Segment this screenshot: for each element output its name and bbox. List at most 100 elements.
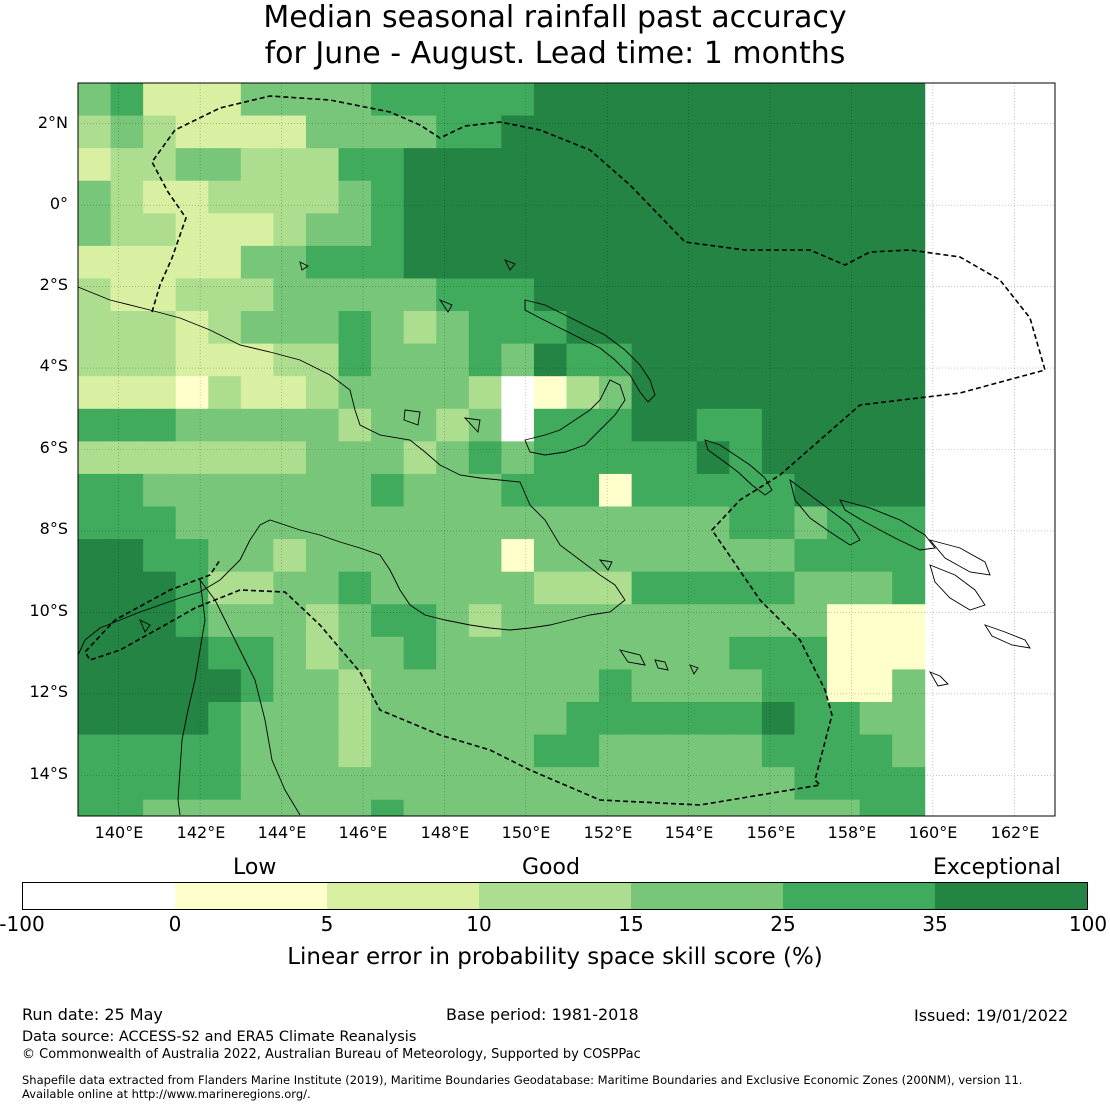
skill-cell xyxy=(761,701,795,736)
skill-cell xyxy=(110,408,144,442)
skill-cell xyxy=(208,571,242,605)
lon-tick-0: 140°E xyxy=(94,823,144,842)
skill-cell xyxy=(729,278,763,312)
skill-cell xyxy=(175,799,209,817)
skill-cell xyxy=(273,213,307,247)
skill-cell xyxy=(859,376,893,410)
skill-cell xyxy=(110,376,144,410)
skill-cell xyxy=(371,245,405,279)
skill-cell xyxy=(338,213,372,247)
skill-cell xyxy=(208,115,242,149)
skill-cell xyxy=(599,473,633,508)
skill-cell xyxy=(273,571,307,605)
new-ireland-coastline xyxy=(524,299,656,403)
skill-cell xyxy=(305,669,340,703)
skill-cell xyxy=(827,180,861,214)
skill-cell xyxy=(794,701,828,736)
skill-cell xyxy=(501,278,535,312)
skill-cell xyxy=(305,636,340,670)
skill-cell xyxy=(533,604,567,638)
skill-cell xyxy=(143,539,177,573)
skill-cell xyxy=(892,636,926,670)
skill-cell xyxy=(143,213,177,247)
skill-cell xyxy=(859,278,893,312)
skill-cell xyxy=(599,669,633,703)
skill-cell xyxy=(664,115,698,149)
skill-cell xyxy=(566,408,600,442)
skill-cell xyxy=(761,376,795,410)
skill-cell xyxy=(305,278,340,312)
skill-cell xyxy=(468,799,502,817)
skill-cell xyxy=(599,376,633,410)
skill-cell xyxy=(599,441,633,475)
skill-cell xyxy=(599,539,633,573)
skill-cell xyxy=(403,701,437,736)
skill-cell xyxy=(305,473,340,508)
skill-cell xyxy=(859,539,893,573)
skill-cell xyxy=(664,539,698,573)
skill-cell xyxy=(631,539,665,573)
skill-cell xyxy=(729,604,763,638)
skill-cell xyxy=(794,180,828,214)
skill-cell xyxy=(729,767,763,801)
cb-tick-1: 0 xyxy=(168,912,182,936)
skill-cell xyxy=(78,473,112,508)
skill-cell xyxy=(729,571,763,605)
skill-cell xyxy=(664,734,698,768)
skill-cell xyxy=(664,669,698,703)
skill-cell xyxy=(501,408,535,442)
skill-cell xyxy=(533,311,567,345)
skill-cell xyxy=(110,245,144,279)
skill-cell xyxy=(338,734,372,768)
skill-cell xyxy=(338,571,372,605)
skill-cell xyxy=(566,799,600,817)
skill-cell xyxy=(403,506,437,540)
skill-cell xyxy=(566,506,600,540)
skill-cell xyxy=(403,604,437,638)
skill-cell xyxy=(859,115,893,149)
skill-cell xyxy=(696,669,730,703)
skill-cell xyxy=(696,115,730,149)
legend-category-exceptional: Exceptional xyxy=(933,855,1061,880)
skill-cell xyxy=(436,571,470,605)
skill-cell xyxy=(78,376,112,410)
skill-cell xyxy=(729,636,763,670)
skill-cell xyxy=(599,115,633,149)
skill-cell xyxy=(305,734,340,768)
skill-cell xyxy=(794,115,828,149)
skill-cell xyxy=(566,213,600,247)
skill-cell xyxy=(664,343,698,377)
skill-cell xyxy=(436,213,470,247)
skill-cell xyxy=(175,376,209,410)
skill-cell xyxy=(631,669,665,703)
skill-cell xyxy=(729,408,763,442)
skill-cell xyxy=(859,799,893,817)
skill-cell xyxy=(175,115,209,149)
skill-cell xyxy=(403,669,437,703)
skill-cell xyxy=(631,571,665,605)
skill-cell xyxy=(664,571,698,605)
skill-cell xyxy=(533,343,567,377)
skill-cell xyxy=(436,799,470,817)
skill-cell xyxy=(403,213,437,247)
skill-cell xyxy=(794,604,828,638)
skill-cell xyxy=(696,571,730,605)
skill-cell xyxy=(501,734,535,768)
skill-cell xyxy=(533,506,567,540)
skill-cell xyxy=(761,180,795,214)
skill-cell xyxy=(892,669,926,703)
skill-cell xyxy=(273,115,307,149)
skill-cell xyxy=(892,734,926,768)
skill-cell xyxy=(664,245,698,279)
colorbar xyxy=(22,882,1088,910)
skill-cell xyxy=(143,734,177,768)
skill-cell xyxy=(501,245,535,279)
skill-cell xyxy=(827,636,861,670)
skill-cell xyxy=(794,376,828,410)
skill-cell xyxy=(240,213,274,247)
skill-cell xyxy=(110,701,144,736)
cb-tick-3: 10 xyxy=(466,912,492,936)
skill-cell xyxy=(599,701,633,736)
skill-cell xyxy=(436,441,470,475)
